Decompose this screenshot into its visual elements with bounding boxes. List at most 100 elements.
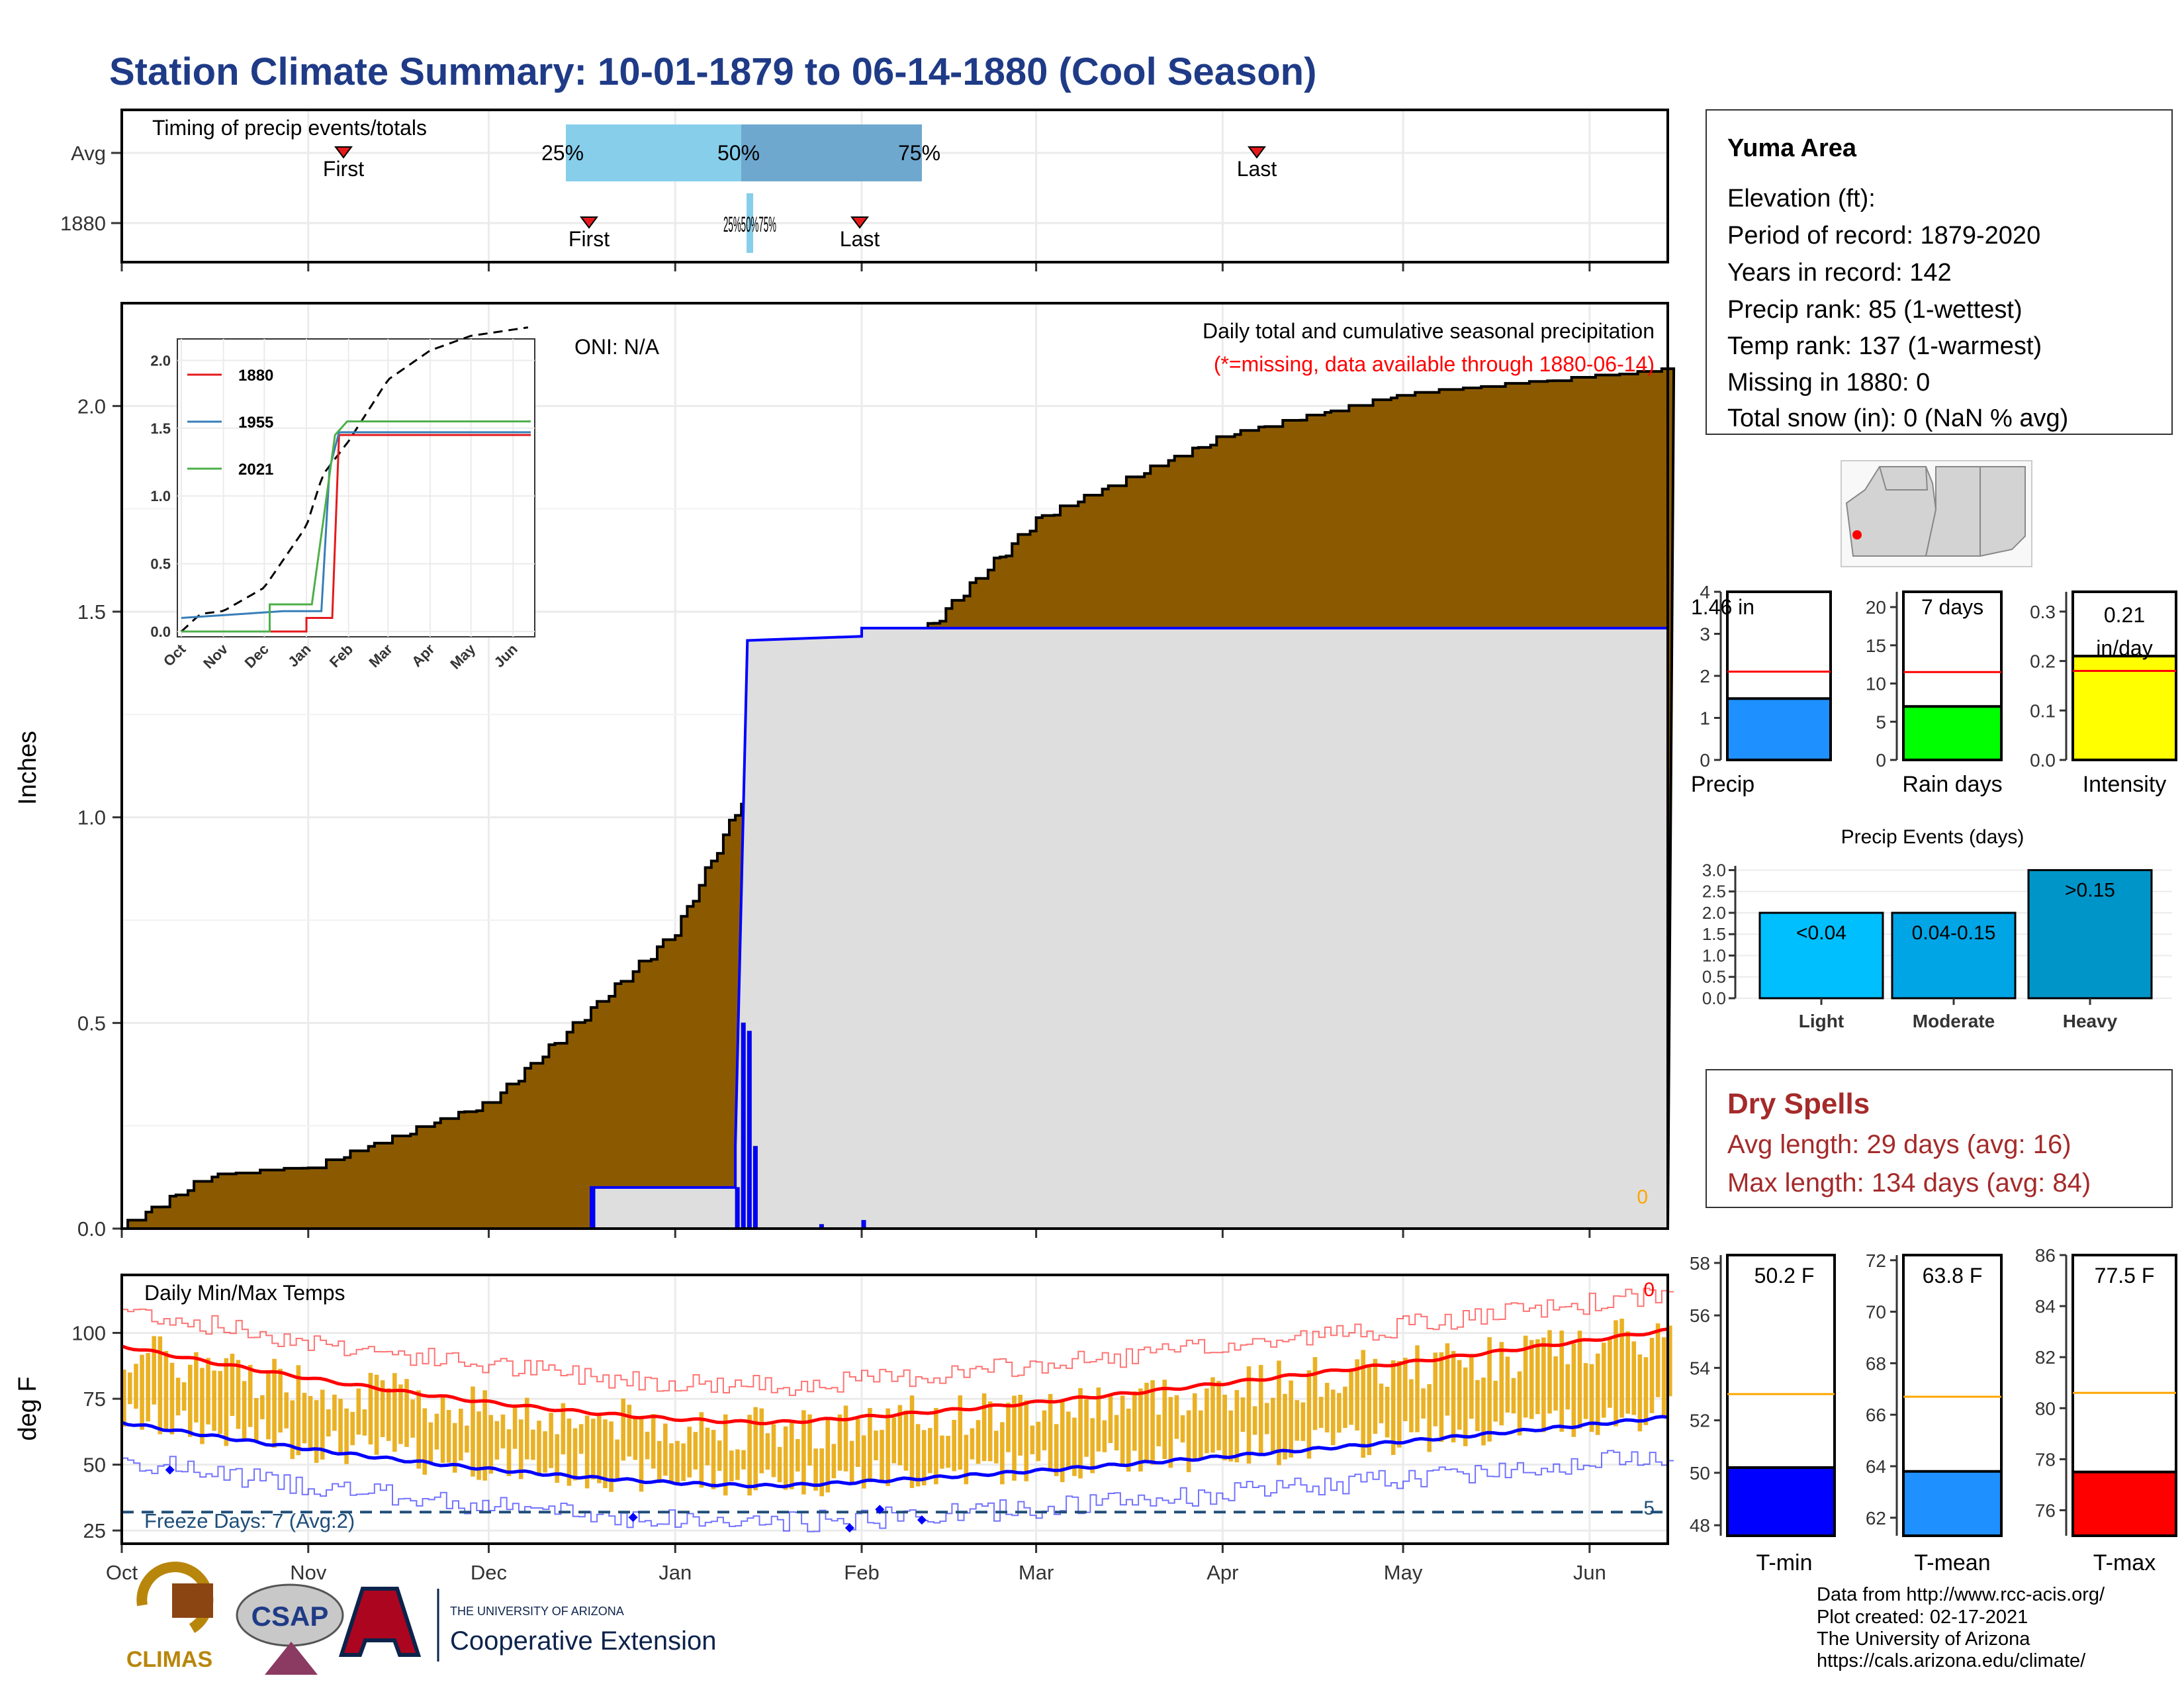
daily-temp-bar xyxy=(1168,1397,1173,1468)
daily-temp-bar xyxy=(597,1415,602,1483)
tmin-bar-chart: 48 50 52 54 56 58 50.2 F T-min xyxy=(1690,1253,1836,1575)
info-line-elevation: Elevation (ft): xyxy=(1727,185,1876,212)
daily-temp-bar xyxy=(669,1443,674,1483)
inset-line-1955 xyxy=(181,431,531,619)
daily-temp-bar xyxy=(584,1415,590,1489)
temp-value-bar xyxy=(1726,1466,1836,1537)
daily-temp-bar xyxy=(410,1399,415,1438)
daily-temp-bar xyxy=(1312,1357,1318,1430)
daily-temp-bar xyxy=(236,1360,241,1429)
temp-y-tick-label: 100 xyxy=(71,1322,106,1345)
page-title: Station Climate Summary: 10-01-1879 to 0… xyxy=(109,50,1316,93)
events-bar-label: >0.15 xyxy=(2065,879,2115,901)
ua-logo-big-text: Cooperative Extension xyxy=(450,1626,716,1656)
daily-temp-bar xyxy=(1337,1393,1342,1433)
inset-y-tick-label: 0.5 xyxy=(150,556,171,573)
inset-legend-1955: 1955 xyxy=(238,414,273,432)
events-x-label: Light xyxy=(1799,1011,1844,1031)
daily-temp-bar xyxy=(578,1424,584,1454)
daily-temp-bar xyxy=(831,1444,837,1479)
temp-chart-label: Daily Min/Max Temps xyxy=(144,1281,345,1305)
intensity-bar-unit: in/day xyxy=(2096,636,2152,660)
daily-temp-bar xyxy=(1379,1383,1384,1424)
daily-temp-bar xyxy=(1475,1380,1480,1431)
daily-temp-bar xyxy=(1433,1352,1438,1427)
timing-avg-25-label: 25% xyxy=(541,141,584,165)
precip-bar-value: 1.46 in xyxy=(1691,595,1754,619)
daily-temp-bar xyxy=(1024,1400,1029,1481)
temp-bar-tick-label: 52 xyxy=(1690,1411,1710,1431)
temp-bar-tick-label: 72 xyxy=(1866,1250,1886,1271)
freeze-day-marker xyxy=(165,1465,175,1475)
daily-temp-bar xyxy=(242,1381,247,1440)
daily-temp-bar xyxy=(1030,1425,1035,1454)
daily-precip-bar xyxy=(741,1022,746,1229)
y1880-last-label: Last xyxy=(840,227,880,251)
info-line-years: Years in record: 142 xyxy=(1727,259,1952,287)
inset-legend-2021: 2021 xyxy=(238,461,273,479)
temp-y-tick-label: 25 xyxy=(83,1519,106,1542)
daily-temp-bar xyxy=(747,1415,752,1496)
daily-temp-bar xyxy=(874,1430,878,1461)
tmax-bar-chart: 76 78 80 82 84 86 77.5 F T-max xyxy=(2035,1245,2177,1575)
temp-bar-tick-label: 54 xyxy=(1690,1358,1710,1378)
temp-value-bar xyxy=(2071,1470,2177,1538)
daily-temp-bar xyxy=(1517,1371,1522,1436)
daily-temp-bar xyxy=(175,1378,181,1416)
daily-precip-bar xyxy=(747,1031,752,1229)
timing-avg-50-label: 50% xyxy=(717,141,760,165)
dry-spells-box: Dry Spells Avg length: 29 days (avg: 16)… xyxy=(1706,1069,2173,1208)
daily-temp-bar xyxy=(218,1371,223,1434)
daily-temp-bar xyxy=(1096,1387,1101,1452)
daily-temp-bar xyxy=(386,1388,391,1441)
tmax-bar-axis: 76 78 80 82 84 86 xyxy=(2035,1245,2177,1538)
daily-temp-bar xyxy=(314,1400,319,1463)
events-bar-moderate xyxy=(1891,912,2017,1000)
info-line-temp-rank: Temp rank: 137 (1-warmest) xyxy=(1727,332,2042,360)
precip-bar-xlabel: Precip xyxy=(1691,772,1754,797)
daily-temp-bar xyxy=(729,1450,734,1482)
daily-temp-bar xyxy=(248,1364,253,1427)
daily-temp-bar xyxy=(308,1396,313,1452)
daily-temp-bar xyxy=(1205,1388,1209,1454)
credit-line-1: Data from http://www.rcc-acis.org/ xyxy=(1817,1584,2105,1605)
daily-temp-bar xyxy=(880,1430,884,1483)
daily-temp-bar xyxy=(524,1397,529,1460)
daily-temp-bar xyxy=(1481,1378,1486,1446)
daily-temp-bar xyxy=(446,1409,451,1463)
daily-temp-bar xyxy=(1234,1389,1240,1463)
temp-bar-tick-label: 80 xyxy=(2035,1398,2056,1419)
freeze-day-marker xyxy=(917,1515,927,1525)
daily-temp-bar xyxy=(296,1365,301,1456)
daily-temp-bar xyxy=(1132,1391,1137,1451)
station-info-box: Yuma Area Elevation (ft): Period of reco… xyxy=(1706,109,2173,435)
temp-y-tick-label: 75 xyxy=(83,1387,106,1411)
daily-temp-bar xyxy=(477,1411,481,1480)
timing-panel-frame xyxy=(120,109,1669,263)
daily-temp-bar xyxy=(843,1405,848,1472)
temp-bar-tick-label: 76 xyxy=(2035,1500,2056,1521)
daily-temp-bar xyxy=(952,1419,956,1472)
timing-row-avg: Avg xyxy=(71,142,106,165)
daily-temp-bar xyxy=(970,1428,975,1460)
daily-temp-bar xyxy=(1252,1406,1257,1435)
info-line-missing: Missing in 1880: 0 xyxy=(1727,369,1930,397)
daily-temp-bar xyxy=(181,1382,187,1411)
daily-temp-bar xyxy=(1529,1340,1534,1419)
bar-axis-tick-label: 0.0 xyxy=(2030,750,2056,771)
daily-temp-bar xyxy=(1619,1319,1624,1418)
bar-axis-tick-label: 0 xyxy=(1700,750,1710,771)
daily-temp-bar xyxy=(1289,1380,1293,1458)
daily-temp-bar xyxy=(518,1419,523,1479)
dry-spells-frame xyxy=(1706,1069,2173,1208)
daily-temp-bar xyxy=(428,1422,433,1462)
timing-panel: 25% 50% 75% 25%50%75% Timing of precip e… xyxy=(60,109,1669,271)
tmin-bar-xlabel: T-min xyxy=(1756,1550,1813,1575)
temp-bar-tick-label: 56 xyxy=(1690,1305,1710,1326)
credits: Data from http://www.rcc-acis.org/ Plot … xyxy=(1817,1584,2105,1671)
daily-temp-bar xyxy=(1000,1422,1005,1485)
daily-temp-bar xyxy=(981,1393,987,1462)
daily-temp-bar xyxy=(1240,1397,1246,1432)
daily-temp-bar xyxy=(1156,1415,1161,1446)
month-label-jun: Jun xyxy=(1573,1561,1606,1584)
